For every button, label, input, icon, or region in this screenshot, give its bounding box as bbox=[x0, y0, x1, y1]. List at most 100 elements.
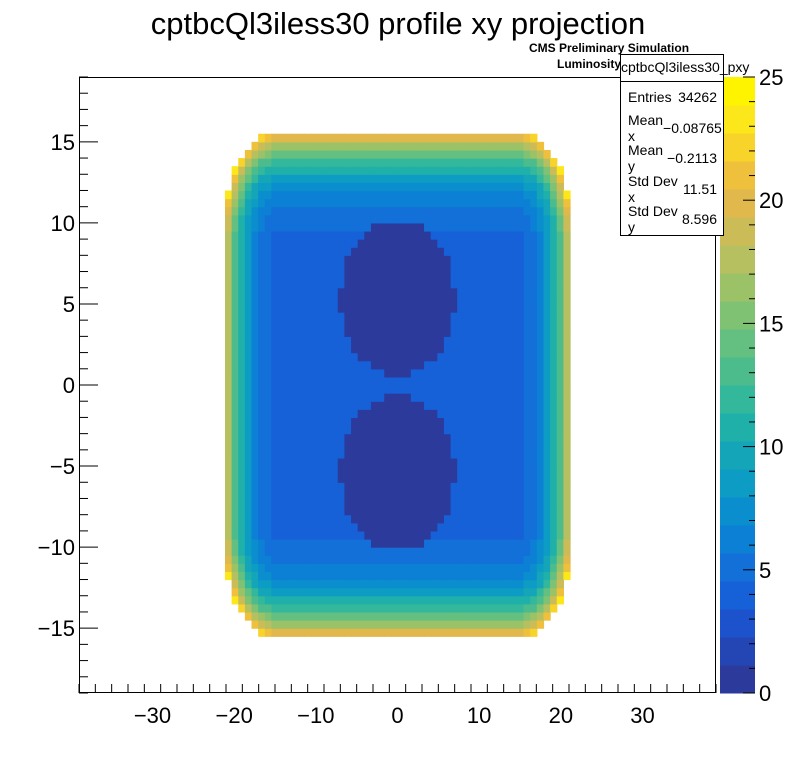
heatmap-cell bbox=[523, 312, 531, 321]
heatmap-cell bbox=[304, 490, 312, 500]
heatmap-cell bbox=[470, 506, 478, 516]
heatmap-cell bbox=[404, 336, 412, 346]
heatmap-cell bbox=[490, 401, 498, 410]
heatmap-cell bbox=[317, 174, 326, 183]
heatmap-cell bbox=[404, 376, 412, 386]
heatmap-cell bbox=[530, 449, 538, 459]
heatmap-cell bbox=[291, 466, 299, 475]
heatmap-cell bbox=[271, 628, 279, 637]
heatmap-cell bbox=[543, 376, 551, 386]
heatmap-cell bbox=[516, 555, 525, 564]
heatmap-cell bbox=[384, 320, 392, 329]
heatmap-cell bbox=[278, 401, 286, 410]
heatmap-cell bbox=[417, 133, 425, 143]
heatmap-cell bbox=[297, 571, 306, 581]
heatmap-cell bbox=[450, 336, 458, 346]
heatmap-cell bbox=[536, 433, 545, 443]
heatmap-cell bbox=[278, 490, 286, 500]
heatmap-cell bbox=[523, 214, 531, 224]
heatmap-cell bbox=[550, 506, 558, 516]
heatmap-cell bbox=[470, 376, 478, 386]
heatmap-cell bbox=[516, 539, 525, 548]
heatmap-cell bbox=[563, 539, 571, 548]
heatmap-cell bbox=[550, 295, 558, 305]
heatmap-cell bbox=[238, 320, 246, 329]
heatmap-cell bbox=[304, 620, 312, 629]
heatmap-cell bbox=[244, 247, 253, 256]
heatmap-cell bbox=[523, 441, 531, 451]
heatmap-cell bbox=[384, 360, 392, 370]
heatmap-cell bbox=[304, 206, 312, 216]
heatmap-cell bbox=[317, 214, 326, 224]
heatmap-cell bbox=[390, 214, 399, 224]
heatmap-cell bbox=[251, 352, 259, 362]
heatmap-cell bbox=[264, 466, 273, 475]
heatmap-cell bbox=[536, 312, 545, 321]
heatmap-cell bbox=[550, 336, 558, 346]
heatmap-cell bbox=[264, 522, 273, 532]
heatmap-cell bbox=[271, 279, 279, 289]
heatmap-cell bbox=[530, 287, 538, 297]
heatmap-cell bbox=[536, 174, 545, 183]
heatmap-cell bbox=[437, 620, 445, 629]
heatmap-cell bbox=[384, 506, 392, 516]
heatmap-cell bbox=[410, 174, 419, 183]
heatmap-cell bbox=[377, 287, 385, 297]
heatmap-cell bbox=[463, 611, 472, 621]
heatmap-cell bbox=[470, 441, 478, 451]
heatmap-cell bbox=[463, 571, 472, 581]
heatmap-cell bbox=[337, 611, 346, 621]
heatmap-cell bbox=[437, 295, 445, 305]
heatmap-cell bbox=[457, 425, 465, 435]
heatmap-cell bbox=[523, 425, 531, 435]
heatmap-cell bbox=[370, 376, 379, 386]
heatmap-cell bbox=[510, 279, 518, 289]
heatmap-cell bbox=[450, 506, 458, 516]
heatmap-cell bbox=[317, 482, 326, 491]
heatmap-cell bbox=[477, 457, 485, 467]
heatmap-cell bbox=[351, 587, 359, 597]
heatmap-cell bbox=[477, 149, 485, 159]
heatmap-cell bbox=[370, 336, 379, 346]
heatmap-cell bbox=[390, 182, 399, 192]
heatmap-cell bbox=[377, 401, 385, 410]
heatmap-cell bbox=[490, 555, 498, 564]
heatmap-cell bbox=[370, 409, 379, 419]
heatmap-cell bbox=[510, 214, 518, 224]
heatmap-cell bbox=[284, 158, 292, 167]
heatmap-cell bbox=[563, 547, 571, 556]
heatmap-cell bbox=[483, 222, 491, 232]
heatmap-cell bbox=[271, 401, 279, 410]
heatmap-cell bbox=[477, 555, 485, 564]
heatmap-cell bbox=[556, 530, 564, 540]
heatmap-cell bbox=[244, 271, 253, 281]
heatmap-cell bbox=[503, 214, 511, 224]
heatmap-cell bbox=[271, 547, 279, 556]
heatmap-cell bbox=[251, 247, 259, 256]
heatmap-cell bbox=[450, 198, 458, 208]
heatmap-cell bbox=[437, 555, 445, 564]
heatmap-cell bbox=[337, 182, 346, 192]
color-scale-band bbox=[720, 133, 755, 162]
heatmap-cell bbox=[397, 255, 405, 265]
heatmap-cell bbox=[278, 611, 286, 621]
heatmap-cell bbox=[238, 190, 246, 200]
heatmap-cell bbox=[450, 295, 458, 305]
heatmap-cell bbox=[463, 376, 472, 386]
heatmap-cell bbox=[417, 198, 425, 208]
heatmap-cell bbox=[271, 417, 279, 427]
heatmap-cell bbox=[490, 141, 498, 151]
heatmap-cell bbox=[437, 133, 445, 143]
heatmap-cell bbox=[450, 498, 458, 508]
heatmap-cell bbox=[384, 409, 392, 419]
heatmap-cell bbox=[417, 303, 425, 313]
heatmap-cell bbox=[351, 490, 359, 500]
heatmap-cell bbox=[457, 595, 465, 605]
heatmap-cell bbox=[430, 158, 438, 167]
heatmap-cell bbox=[543, 547, 551, 556]
heatmap-cell bbox=[351, 239, 359, 248]
heatmap-cell bbox=[523, 190, 531, 200]
heatmap-cell bbox=[430, 457, 438, 467]
heatmap-cell bbox=[417, 547, 425, 556]
heatmap-cell bbox=[450, 441, 458, 451]
